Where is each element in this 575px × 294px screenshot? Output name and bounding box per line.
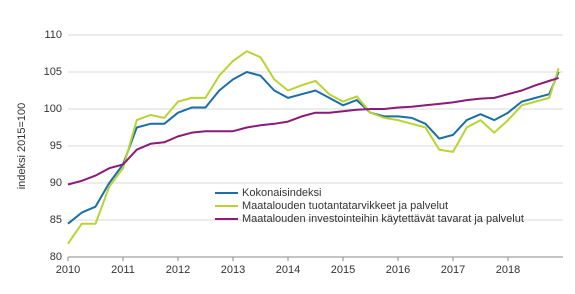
y-tick-label: 110 <box>44 29 62 41</box>
legend-label: Maatalouden tuotantatarvikkeet ja palvel… <box>242 200 448 212</box>
y-tick-label: 80 <box>50 251 62 263</box>
series-line <box>67 71 560 225</box>
x-tick-label: 2018 <box>496 264 520 276</box>
y-tick-label: 85 <box>50 214 62 226</box>
y-tick-label: 105 <box>44 66 62 78</box>
x-tick-label: 2014 <box>276 264 300 276</box>
legend-label: Kokonaisindeksi <box>242 187 322 199</box>
x-tick-label: 2011 <box>111 264 135 276</box>
y-tick-label: 90 <box>50 177 62 189</box>
x-tick-label: 2015 <box>331 264 355 276</box>
legend-label: Maatalouden investointeihin käytettävät … <box>242 213 524 225</box>
x-tick-label: 2010 <box>56 264 80 276</box>
x-tick-label: 2016 <box>386 264 410 276</box>
x-tick-label: 2012 <box>166 264 190 276</box>
y-tick-label: 100 <box>44 103 62 115</box>
series-line <box>67 50 560 245</box>
y-tick-label: 95 <box>50 140 62 152</box>
series-line <box>67 76 559 186</box>
y-axis-label: indeksi 2015=100 <box>16 103 28 190</box>
x-tick-label: 2017 <box>441 264 465 276</box>
x-tick-label: 2013 <box>221 264 245 276</box>
